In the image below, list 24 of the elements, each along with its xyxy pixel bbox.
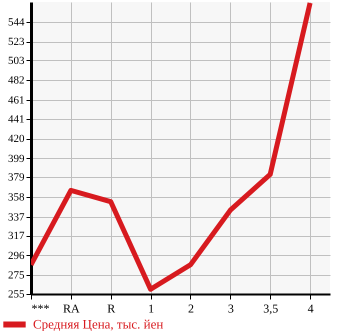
x-tick-label: 1 (148, 302, 154, 316)
y-tick-label: 441 (8, 113, 24, 126)
y-tick-label: 544 (8, 16, 25, 28)
y-tick-label: 337 (8, 211, 25, 224)
x-tick-label: RA (63, 302, 80, 316)
y-tick-label: 358 (8, 191, 25, 204)
y-tick-label: 523 (8, 36, 25, 48)
y-tick-label: 420 (8, 133, 25, 146)
x-tick-label: 3,5 (263, 302, 278, 316)
y-tick-label: 399 (8, 152, 25, 165)
x-tick-label: 3 (228, 302, 234, 316)
y-tick-label: 317 (8, 230, 25, 242)
y-tick-label: 379 (8, 172, 25, 184)
y-tick-label: 482 (8, 74, 24, 87)
y-tick-label: 461 (8, 94, 24, 106)
y-tick-label: 255 (8, 288, 25, 300)
legend-label: Средняя Цена, тыс. йен (33, 316, 164, 332)
x-tick-label: R (107, 302, 116, 316)
y-tick-label: 296 (8, 250, 25, 262)
y-tick-label: 275 (8, 270, 25, 282)
y-tick-label: 503 (8, 54, 25, 67)
x-tick-label: 4 (308, 302, 314, 316)
x-tick-label: *** (32, 302, 50, 316)
x-tick-label: 2 (188, 302, 194, 316)
